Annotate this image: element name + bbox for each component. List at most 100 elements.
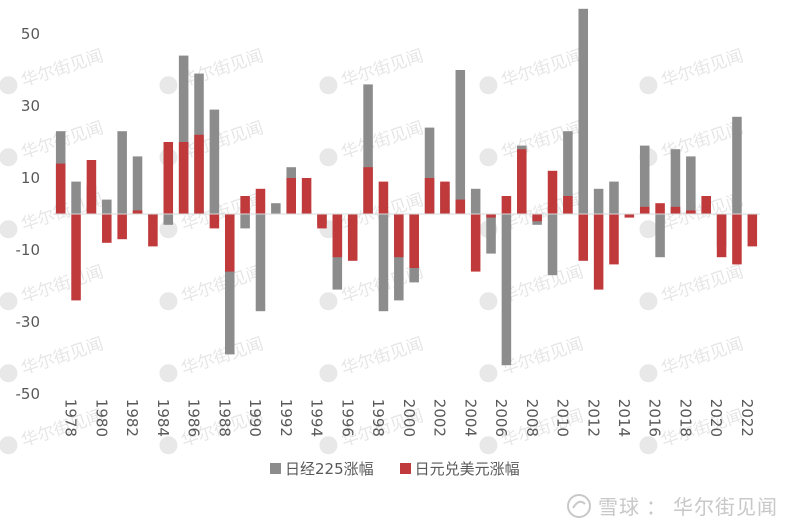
watermark: 华尔街见闻 <box>479 262 586 311</box>
watermark: 华尔街见闻 <box>479 334 586 383</box>
svg-text:华尔街见闻: 华尔街见闻 <box>659 46 746 91</box>
bar-nikkei <box>455 70 466 214</box>
bar-yen <box>609 214 619 265</box>
bar-yen <box>655 203 665 214</box>
bar-yen <box>501 196 512 214</box>
bar-nikkei <box>639 145 650 214</box>
svg-text:华尔街见闻: 华尔街见闻 <box>659 406 746 451</box>
bar-nikkei <box>547 214 558 276</box>
bar-yen <box>394 214 404 258</box>
bar-yen <box>286 178 296 214</box>
y-tick-label: -50 <box>16 385 41 403</box>
x-tick-label: 1984 <box>154 399 172 437</box>
bar-yen <box>332 214 343 258</box>
bar-yen <box>86 160 97 214</box>
svg-text:华尔街见闻: 华尔街见闻 <box>339 118 426 163</box>
watermark: 华尔街见闻 <box>0 334 106 383</box>
watermark: 华尔街见闻 <box>319 334 426 383</box>
footer-source: 雪球：华尔街见闻 <box>566 491 778 520</box>
bar-nikkei <box>578 8 589 214</box>
bar-nikkei <box>378 214 389 312</box>
bar-yen <box>686 210 696 214</box>
bar-yen <box>532 214 542 222</box>
bar-yen <box>563 196 573 214</box>
bar-nikkei <box>670 149 681 214</box>
bar-nikkei <box>271 203 281 214</box>
bar-yen <box>547 170 558 214</box>
snowball-logo-icon <box>567 493 591 518</box>
bar-yen <box>148 214 158 247</box>
x-tick-label: 2006 <box>492 399 510 437</box>
bar-nikkei <box>163 214 174 225</box>
bar-nikkei <box>655 214 665 258</box>
bar-nikkei <box>732 116 742 214</box>
bar-nikkei <box>470 188 481 214</box>
svg-text:华尔街见闻: 华尔街见闻 <box>179 190 266 235</box>
bar-nikkei <box>363 84 373 215</box>
x-tick-label: 1992 <box>277 399 295 437</box>
svg-text:华尔街见闻: 华尔街见闻 <box>499 406 586 451</box>
footer-brand: 雪球 <box>598 495 640 519</box>
bar-nikkei <box>102 199 112 214</box>
bar-yen <box>102 214 112 243</box>
bar-yen <box>378 181 389 214</box>
x-tick-label: 1978 <box>62 399 80 437</box>
bar-yen <box>55 163 66 214</box>
bar-nikkei <box>209 109 220 214</box>
bar-yen <box>409 214 419 268</box>
bar-yen <box>255 188 266 214</box>
footer-separator: ： <box>646 495 667 519</box>
x-axis: 1978 1980 1982 1984 1986 1988 1990 1992 1994 1996… <box>62 399 756 437</box>
x-tick-label: 1990 <box>246 399 264 437</box>
x-tick-label: 1994 <box>308 399 326 437</box>
bar-nikkei <box>240 214 250 229</box>
bar-yen <box>716 214 727 258</box>
legend-swatch-yen <box>399 463 411 474</box>
bar-nikkei <box>501 214 512 366</box>
legend-item-nikkei: 日经225涨幅 <box>270 458 374 479</box>
svg-text:华尔街见闻: 华尔街见闻 <box>659 334 746 379</box>
footer-source-text: 华尔街见闻 <box>673 495 778 519</box>
bar-yen <box>732 214 742 265</box>
y-axis: 50 30 10 -10 -30 -50 <box>16 25 41 403</box>
x-tick-label: 1986 <box>185 399 203 437</box>
watermark: 华尔街见闻 <box>159 46 266 95</box>
bar-nikkei <box>132 156 143 214</box>
bar-yen <box>209 214 220 229</box>
watermark: 华尔街见闻 <box>0 406 106 455</box>
bar-yen <box>363 167 373 214</box>
bar-yen <box>224 214 235 272</box>
x-tick-label: 2004 <box>461 399 479 437</box>
bar-yen <box>670 206 681 214</box>
svg-text:华尔街见闻: 华尔街见闻 <box>19 334 106 379</box>
legend-label-nikkei: 日经225涨幅 <box>285 460 374 478</box>
x-tick-label: 1996 <box>338 399 356 437</box>
svg-text:华尔街见闻: 华尔街见闻 <box>499 118 586 163</box>
legend: 日经225涨幅 日元兑美元涨幅 <box>270 458 520 479</box>
bar-nikkei <box>224 214 235 355</box>
x-tick-label: 1998 <box>369 399 387 437</box>
watermark: 华尔街见闻 <box>0 46 106 95</box>
svg-text:华尔街见闻: 华尔街见闻 <box>339 46 426 91</box>
x-tick-label: 2022 <box>738 399 756 437</box>
svg-text:华尔街见闻: 华尔街见闻 <box>19 262 106 307</box>
x-tick-label: 1980 <box>92 399 110 437</box>
bar-nikkei <box>593 188 604 214</box>
watermark: 华尔街见闻 <box>639 46 746 95</box>
bar-yen <box>578 214 589 261</box>
y-tick-label: -10 <box>16 241 41 259</box>
bar-nikkei <box>255 214 266 312</box>
svg-text:华尔街见闻: 华尔街见闻 <box>179 46 266 91</box>
bar-yen <box>117 214 127 240</box>
bar-nikkei <box>486 214 496 254</box>
bar-yen <box>347 214 358 261</box>
x-tick-label: 1982 <box>123 399 141 437</box>
x-tick-label: 2008 <box>523 399 541 437</box>
legend-item-yen: 日元兑美元涨幅 <box>399 458 520 479</box>
bar-nikkei <box>117 131 127 214</box>
bar-yen <box>470 214 481 272</box>
bar-nikkei <box>424 127 435 214</box>
y-tick-label: 50 <box>21 25 40 43</box>
watermark: 华尔街见闻 <box>159 262 266 311</box>
